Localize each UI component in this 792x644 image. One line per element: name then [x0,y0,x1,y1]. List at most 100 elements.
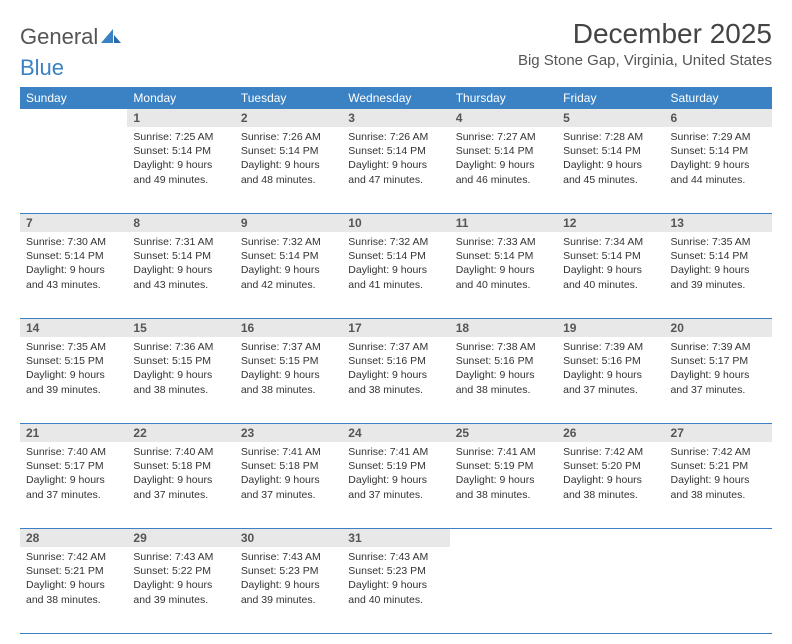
day-cell: Sunrise: 7:43 AMSunset: 5:23 PMDaylight:… [235,547,342,634]
day-details: Sunrise: 7:43 AMSunset: 5:23 PMDaylight:… [235,547,342,611]
day-cell: Sunrise: 7:41 AMSunset: 5:19 PMDaylight:… [342,442,449,529]
day-number: 16 [235,319,342,338]
day-cell: Sunrise: 7:31 AMSunset: 5:14 PMDaylight:… [127,232,234,319]
day-cell: Sunrise: 7:43 AMSunset: 5:22 PMDaylight:… [127,547,234,634]
logo-text-2: Blue [20,55,64,80]
week-row: Sunrise: 7:30 AMSunset: 5:14 PMDaylight:… [20,232,772,319]
day-number: 8 [127,214,234,233]
week-row: Sunrise: 7:40 AMSunset: 5:17 PMDaylight:… [20,442,772,529]
day-cell [665,547,772,634]
day-number: 1 [127,109,234,127]
day-details: Sunrise: 7:35 AMSunset: 5:14 PMDaylight:… [665,232,772,296]
day-details: Sunrise: 7:34 AMSunset: 5:14 PMDaylight:… [557,232,664,296]
day-number: 5 [557,109,664,127]
day-cell: Sunrise: 7:26 AMSunset: 5:14 PMDaylight:… [235,127,342,214]
day-cell: Sunrise: 7:39 AMSunset: 5:17 PMDaylight:… [665,337,772,424]
weekday-header: Wednesday [342,87,449,109]
day-number-row: 28293031 [20,529,772,548]
day-cell: Sunrise: 7:27 AMSunset: 5:14 PMDaylight:… [450,127,557,214]
day-number: 23 [235,424,342,443]
day-number [450,529,557,548]
day-details: Sunrise: 7:25 AMSunset: 5:14 PMDaylight:… [127,127,234,191]
day-details: Sunrise: 7:42 AMSunset: 5:20 PMDaylight:… [557,442,664,506]
weekday-header: Thursday [450,87,557,109]
day-number: 4 [450,109,557,127]
day-number: 28 [20,529,127,548]
day-number: 30 [235,529,342,548]
day-cell: Sunrise: 7:35 AMSunset: 5:14 PMDaylight:… [665,232,772,319]
month-title: December 2025 [518,18,772,50]
day-cell: Sunrise: 7:42 AMSunset: 5:21 PMDaylight:… [665,442,772,529]
day-number: 25 [450,424,557,443]
day-number: 12 [557,214,664,233]
day-cell: Sunrise: 7:29 AMSunset: 5:14 PMDaylight:… [665,127,772,214]
day-number: 21 [20,424,127,443]
weekday-header: Tuesday [235,87,342,109]
day-number: 7 [20,214,127,233]
day-number-row: 21222324252627 [20,424,772,443]
week-row: Sunrise: 7:35 AMSunset: 5:15 PMDaylight:… [20,337,772,424]
day-number: 18 [450,319,557,338]
day-cell: Sunrise: 7:37 AMSunset: 5:15 PMDaylight:… [235,337,342,424]
logo: General [20,18,122,50]
day-cell: Sunrise: 7:32 AMSunset: 5:14 PMDaylight:… [235,232,342,319]
day-details: Sunrise: 7:43 AMSunset: 5:23 PMDaylight:… [342,547,449,611]
weekday-header: Sunday [20,87,127,109]
day-details: Sunrise: 7:26 AMSunset: 5:14 PMDaylight:… [342,127,449,191]
day-cell [450,547,557,634]
day-number [665,529,772,548]
week-row: Sunrise: 7:25 AMSunset: 5:14 PMDaylight:… [20,127,772,214]
day-cell: Sunrise: 7:41 AMSunset: 5:19 PMDaylight:… [450,442,557,529]
day-number: 2 [235,109,342,127]
day-cell: Sunrise: 7:37 AMSunset: 5:16 PMDaylight:… [342,337,449,424]
day-number: 15 [127,319,234,338]
day-details: Sunrise: 7:41 AMSunset: 5:19 PMDaylight:… [450,442,557,506]
day-cell [557,547,664,634]
day-number: 20 [665,319,772,338]
day-details: Sunrise: 7:40 AMSunset: 5:17 PMDaylight:… [20,442,127,506]
day-number: 22 [127,424,234,443]
day-details: Sunrise: 7:26 AMSunset: 5:14 PMDaylight:… [235,127,342,191]
day-number: 31 [342,529,449,548]
day-number-row: 14151617181920 [20,319,772,338]
day-number [557,529,664,548]
day-cell: Sunrise: 7:32 AMSunset: 5:14 PMDaylight:… [342,232,449,319]
day-number: 24 [342,424,449,443]
day-details: Sunrise: 7:38 AMSunset: 5:16 PMDaylight:… [450,337,557,401]
day-number: 9 [235,214,342,233]
day-cell: Sunrise: 7:39 AMSunset: 5:16 PMDaylight:… [557,337,664,424]
day-details: Sunrise: 7:41 AMSunset: 5:18 PMDaylight:… [235,442,342,506]
day-number: 10 [342,214,449,233]
day-details: Sunrise: 7:33 AMSunset: 5:14 PMDaylight:… [450,232,557,296]
day-cell: Sunrise: 7:40 AMSunset: 5:17 PMDaylight:… [20,442,127,529]
day-details: Sunrise: 7:28 AMSunset: 5:14 PMDaylight:… [557,127,664,191]
logo-text-1: General [20,24,98,50]
day-details: Sunrise: 7:37 AMSunset: 5:15 PMDaylight:… [235,337,342,401]
day-details: Sunrise: 7:41 AMSunset: 5:19 PMDaylight:… [342,442,449,506]
day-cell: Sunrise: 7:26 AMSunset: 5:14 PMDaylight:… [342,127,449,214]
weekday-header: Saturday [665,87,772,109]
day-cell: Sunrise: 7:28 AMSunset: 5:14 PMDaylight:… [557,127,664,214]
day-details: Sunrise: 7:27 AMSunset: 5:14 PMDaylight:… [450,127,557,191]
day-details: Sunrise: 7:39 AMSunset: 5:17 PMDaylight:… [665,337,772,401]
day-number: 17 [342,319,449,338]
day-cell: Sunrise: 7:42 AMSunset: 5:20 PMDaylight:… [557,442,664,529]
day-number: 13 [665,214,772,233]
day-cell: Sunrise: 7:34 AMSunset: 5:14 PMDaylight:… [557,232,664,319]
day-cell: Sunrise: 7:42 AMSunset: 5:21 PMDaylight:… [20,547,127,634]
weekday-header-row: SundayMondayTuesdayWednesdayThursdayFrid… [20,87,772,109]
day-number: 14 [20,319,127,338]
day-details: Sunrise: 7:40 AMSunset: 5:18 PMDaylight:… [127,442,234,506]
day-cell: Sunrise: 7:36 AMSunset: 5:15 PMDaylight:… [127,337,234,424]
day-details: Sunrise: 7:36 AMSunset: 5:15 PMDaylight:… [127,337,234,401]
day-details: Sunrise: 7:32 AMSunset: 5:14 PMDaylight:… [235,232,342,296]
day-cell: Sunrise: 7:38 AMSunset: 5:16 PMDaylight:… [450,337,557,424]
weekday-header: Friday [557,87,664,109]
day-details: Sunrise: 7:29 AMSunset: 5:14 PMDaylight:… [665,127,772,191]
day-number-row: 123456 [20,109,772,127]
day-number: 11 [450,214,557,233]
day-number: 6 [665,109,772,127]
day-cell: Sunrise: 7:25 AMSunset: 5:14 PMDaylight:… [127,127,234,214]
day-details: Sunrise: 7:43 AMSunset: 5:22 PMDaylight:… [127,547,234,611]
day-cell: Sunrise: 7:41 AMSunset: 5:18 PMDaylight:… [235,442,342,529]
